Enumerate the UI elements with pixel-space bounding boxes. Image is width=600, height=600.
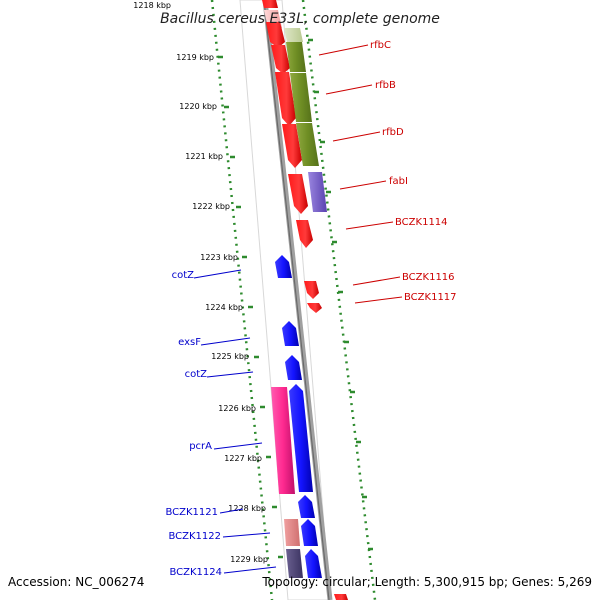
ruler-label: 1218 kbp xyxy=(133,1,171,10)
ruler-label: 1222 kbp xyxy=(192,202,230,211)
callout-line xyxy=(223,566,277,574)
gene-label: BCZK1114 xyxy=(395,217,448,228)
gene-label: BCZK1124 xyxy=(169,567,222,578)
gene-feature xyxy=(307,303,322,313)
gene-feature xyxy=(290,73,312,122)
gene-feature xyxy=(288,174,308,214)
major-ticks-inner xyxy=(218,55,283,559)
gene-feature xyxy=(285,355,302,380)
callout-line xyxy=(352,276,401,286)
callout-line xyxy=(339,180,387,190)
callout-line xyxy=(206,371,254,378)
gene-feature xyxy=(262,0,278,8)
callout-line xyxy=(354,296,403,304)
callout-line xyxy=(213,442,263,450)
gene-feature xyxy=(296,220,313,248)
ruler-label: 1227 kbp xyxy=(224,454,262,463)
gene-feature xyxy=(308,172,327,212)
map-title: Bacillus cereus E33L, complete genome xyxy=(160,11,440,27)
gene-feature xyxy=(275,72,296,126)
callout-line xyxy=(318,44,369,56)
gene-feature xyxy=(305,549,322,578)
gene-feature xyxy=(298,495,315,518)
gene-label: cotZ xyxy=(172,270,195,281)
ruler-label: 1223 kbp xyxy=(200,253,238,262)
gene-feature xyxy=(282,321,299,346)
ruler-label: 1220 kbp xyxy=(179,102,217,111)
gene-feature xyxy=(271,45,290,74)
callout-line xyxy=(193,269,242,279)
gene-feature xyxy=(284,519,300,546)
ruler-labels: 1218 kbp 1219 kbp 1220 kbp 1221 kbp 1222 kbp… xyxy=(133,1,268,564)
gene-feature xyxy=(301,519,318,546)
gene-label: pcrA xyxy=(189,441,212,452)
gene-feature xyxy=(275,255,292,278)
gene-label: BCZK1117 xyxy=(404,292,457,303)
gene-feature xyxy=(271,387,295,494)
gene-feature xyxy=(266,22,285,48)
callout-line xyxy=(325,84,373,95)
gene-feature xyxy=(282,124,302,168)
ruler-label: 1221 kbp xyxy=(185,152,223,161)
gene-feature xyxy=(284,28,303,42)
gene-feature xyxy=(289,384,313,492)
forward-genes xyxy=(262,0,348,600)
gene-feature xyxy=(296,123,319,166)
tick-track-inner xyxy=(210,0,274,600)
genome-summary-text: Topology: circular; Length: 5,300,915 bp… xyxy=(261,575,592,589)
ruler-label: 1228 kbp xyxy=(228,504,266,513)
gene-feature xyxy=(286,549,303,578)
gene-feature xyxy=(286,42,306,72)
ruler-label: 1225 kbp xyxy=(211,352,249,361)
gene-feature xyxy=(334,594,348,600)
ruler-label: 1229 kbp xyxy=(230,555,268,564)
ruler-label: 1226 kbp xyxy=(218,404,256,413)
tick-track-outer xyxy=(301,0,377,600)
gene-label: fabI xyxy=(389,176,408,187)
ruler-label: 1224 kbp xyxy=(205,303,243,312)
gene-label: rfbC xyxy=(370,40,391,51)
accession-text: Accession: NC_006274 xyxy=(8,575,144,589)
gene-label: cotZ xyxy=(185,369,208,380)
gene-label: rfbD xyxy=(382,127,404,138)
callout-line xyxy=(219,508,244,514)
ruler-label: 1219 kbp xyxy=(176,53,214,62)
callout-line xyxy=(332,131,381,142)
callout-line xyxy=(222,532,271,538)
gene-label: BCZK1122 xyxy=(168,531,221,542)
gene-label: rfbB xyxy=(375,80,396,91)
reverse-genes xyxy=(271,255,322,578)
callout-line xyxy=(345,221,394,230)
gene-label: BCZK1121 xyxy=(165,507,218,518)
gene-label: exsF xyxy=(178,337,201,348)
major-ticks-outer xyxy=(308,38,373,551)
gene-callouts: rfbC rfbB rfbD fabI BCZK1114 BCZK1116 BCZK1117… xyxy=(165,40,456,578)
gene-label: BCZK1116 xyxy=(402,272,455,283)
callout-line xyxy=(200,337,251,346)
gene-feature xyxy=(304,281,319,299)
